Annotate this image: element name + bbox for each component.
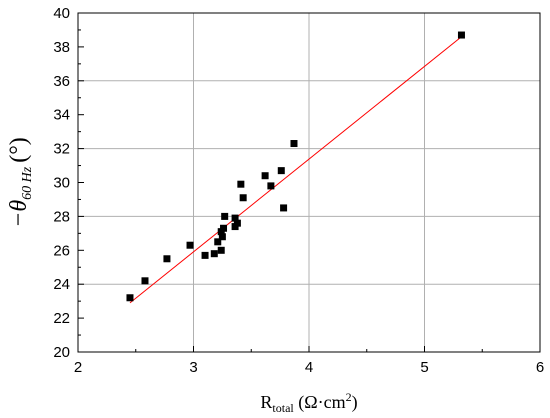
data-point [457, 31, 465, 39]
x-tick-label: 2 [74, 359, 82, 376]
x-tick-label: 6 [536, 359, 544, 376]
data-point [126, 294, 134, 302]
y-tick-label: 36 [53, 73, 70, 90]
data-point [261, 172, 269, 180]
data-point [220, 224, 228, 232]
data-point [239, 194, 247, 202]
y-tick-label: 38 [53, 39, 70, 56]
y-tick-label: 28 [53, 208, 70, 225]
data-point [217, 246, 225, 254]
data-point [280, 204, 288, 212]
y-tick-label: 32 [53, 141, 70, 158]
y-axis-label: −θ60 Hz(°) [6, 137, 35, 228]
grid [78, 13, 540, 352]
data-point [277, 167, 285, 175]
data-point [218, 233, 226, 241]
x-tick-label: 3 [189, 359, 197, 376]
data-point [163, 255, 171, 263]
y-tick-label: 24 [53, 276, 70, 293]
y-tick-label: 30 [53, 175, 70, 192]
x-tick-label: 4 [305, 359, 313, 376]
data-point [186, 241, 194, 249]
y-tick-label: 40 [53, 5, 70, 22]
data-point [201, 251, 209, 259]
data-point [210, 250, 218, 258]
axis-ticks [77, 12, 541, 353]
data-point [214, 238, 222, 246]
y-tick-label: 20 [53, 344, 70, 361]
y-tick-label: 26 [53, 242, 70, 259]
data-point [141, 277, 149, 285]
data-point [237, 180, 245, 188]
data-point [233, 219, 241, 227]
fit-line [129, 36, 462, 304]
data-point [221, 212, 229, 220]
data-point [267, 182, 275, 190]
x-tick-label: 5 [420, 359, 428, 376]
y-tick-label: 22 [53, 310, 70, 327]
y-tick-label: 34 [53, 107, 70, 124]
data-point [290, 140, 298, 148]
x-axis-label: Rtotal (Ω·cm2) [260, 390, 357, 415]
data-points [126, 31, 465, 302]
data-point [231, 214, 239, 222]
